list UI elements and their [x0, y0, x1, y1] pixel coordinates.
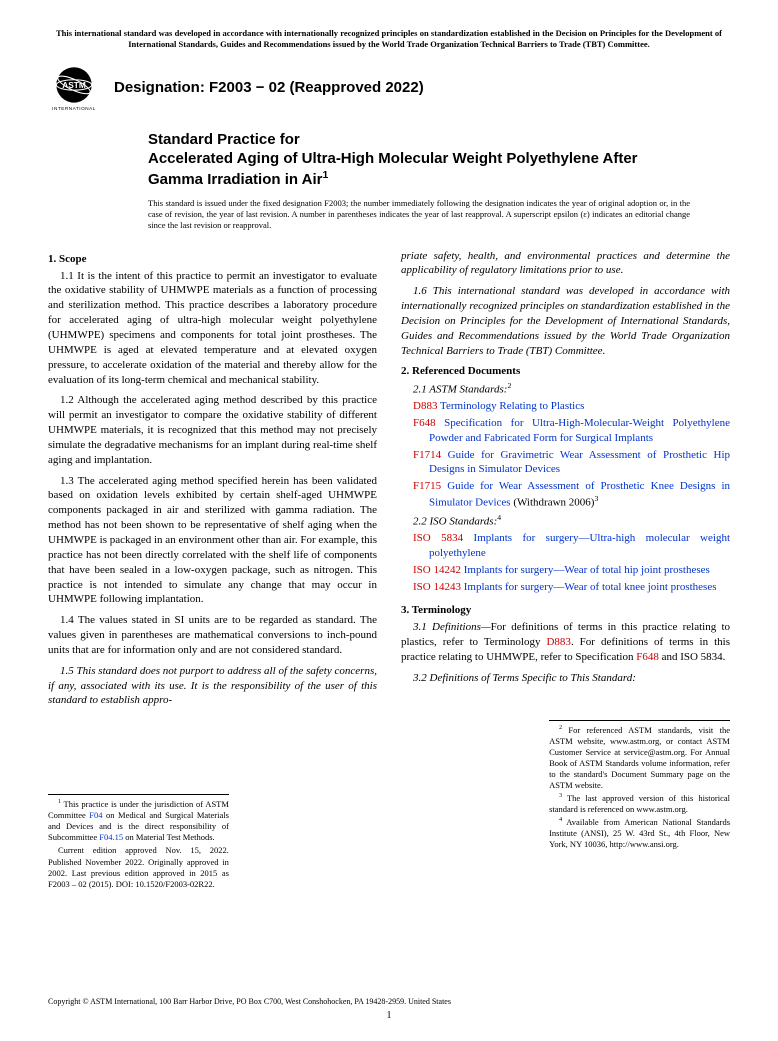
ref-d883: D883 Terminology Relating to Plastics [401, 399, 730, 414]
fn1-edition: Current edition approved Nov. 15, 2022. … [48, 845, 229, 889]
ref-iso5834: ISO 5834 Implants for surgery—Ultra-high… [401, 531, 730, 561]
right-column: priate safety, health, and environmental… [401, 249, 730, 892]
astm-head: 2.1 ASTM Standards:2 [401, 381, 730, 398]
p1-4: 1.4 The values stated in SI units are to… [48, 613, 377, 658]
p3-1: 3.1 Definitions—For definitions of terms… [401, 620, 730, 665]
header-row: ASTM INTERNATIONAL Designation: F2003 − … [48, 61, 730, 113]
issue-note: This standard is issued under the fixed … [148, 198, 690, 231]
fn1: 1 This practice is under the jurisdictio… [48, 799, 229, 843]
left-footnotes: 1 This practice is under the jurisdictio… [48, 794, 229, 889]
page: This international standard was develope… [0, 0, 778, 1041]
p1-3: 1.3 The accelerated aging method specifi… [48, 474, 377, 608]
title-line1: Standard Practice for [148, 131, 300, 148]
left-column: 1. Scope 1.1 It is the intent of this pr… [48, 249, 377, 892]
ref-iso14242: ISO 14242 Implants for surgery—Wear of t… [401, 563, 730, 578]
columns: 1. Scope 1.1 It is the intent of this pr… [48, 249, 730, 892]
ref-f648: F648 Specification for Ultra-High-Molecu… [401, 416, 730, 446]
copyright: Copyright © ASTM International, 100 Barr… [48, 997, 730, 1006]
fn2: 2 For referenced ASTM standards, visit t… [549, 725, 730, 791]
p1-6: 1.6 This international standard was deve… [401, 284, 730, 358]
footer: Copyright © ASTM International, 100 Barr… [48, 997, 730, 1021]
title: Standard Practice for Accelerated Aging … [148, 131, 690, 189]
p1-2: 1.2 Although the accelerated aging metho… [48, 393, 377, 467]
fn3: 3 The last approved version of this hist… [549, 793, 730, 815]
p1-1: 1.1 It is the intent of this practice to… [48, 269, 377, 388]
page-number: 1 [48, 1010, 730, 1021]
refs-head: 2. Referenced Documents [401, 365, 730, 377]
astm-logo: ASTM INTERNATIONAL [48, 61, 100, 113]
title-block: Standard Practice for Accelerated Aging … [148, 131, 690, 230]
right-footnotes: 2 For referenced ASTM standards, visit t… [549, 720, 730, 851]
committee-note: This international standard was develope… [56, 28, 722, 49]
scope-head: 1. Scope [48, 253, 377, 265]
designation: Designation: F2003 − 02 (Reapproved 2022… [114, 79, 424, 96]
svg-text:ASTM: ASTM [62, 80, 86, 90]
ref-f1714: F1714 Guide for Gravimetric Wear Assessm… [401, 448, 730, 478]
p1-5: 1.5 This standard does not purport to ad… [48, 664, 377, 709]
title-line2: Accelerated Aging of Ultra-High Molecula… [148, 150, 638, 188]
p3-2: 3.2 Definitions of Terms Specific to Thi… [401, 671, 730, 686]
iso-head: 2.2 ISO Standards:4 [401, 513, 730, 530]
ref-iso14243: ISO 14243 Implants for surgery—Wear of t… [401, 580, 730, 595]
svg-text:INTERNATIONAL: INTERNATIONAL [52, 106, 96, 111]
ref-f1715: F1715 Guide for Wear Assessment of Prost… [401, 479, 730, 510]
fn4: 4 Available from American National Stand… [549, 817, 730, 850]
term-head: 3. Terminology [401, 604, 730, 616]
title-sup: 1 [323, 169, 329, 181]
p1-5-cont: priate safety, health, and environmental… [401, 249, 730, 279]
